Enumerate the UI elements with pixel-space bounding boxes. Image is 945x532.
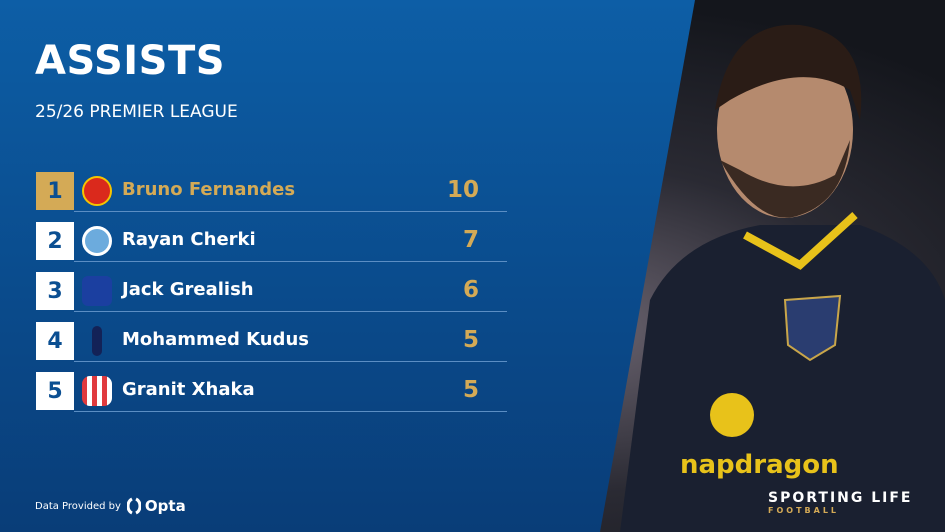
svg-text:napdragon: napdragon [680,450,839,480]
list-item: 4 Mohammed Kudus 5 [36,322,507,362]
manchester-city-crest-icon [82,226,112,256]
page-subtitle: 25/26 PREMIER LEAGUE [35,102,238,122]
sunderland-crest-icon [82,376,112,406]
tottenham-crest-icon [92,326,102,356]
list-item: 1 Bruno Fernandes 10 [36,172,507,212]
assist-count: 6 [462,277,479,303]
player-name: Jack Grealish [122,279,254,300]
divider [74,261,507,262]
divider [74,411,507,412]
credit-label: Data Provided by [35,500,121,512]
list-item: 2 Rayan Cherki 7 [36,222,507,262]
list-item: 5 Granit Xhaka 5 [36,372,507,412]
rank-badge: 5 [36,372,74,410]
brand-logo: SPORTING LIFE [768,490,913,506]
opta-logo: Opta [126,497,186,515]
rank-badge: 3 [36,272,74,310]
list-item: 3 Jack Grealish 6 [36,272,507,312]
page-title: ASSISTS [35,38,226,84]
assist-count: 7 [462,227,479,253]
assist-count: 10 [446,177,479,203]
player-name: Mohammed Kudus [122,329,309,350]
player-name: Granit Xhaka [122,379,255,400]
divider [74,311,507,312]
opta-icon [126,497,141,515]
divider [74,211,507,212]
assist-count: 5 [462,377,479,403]
player-name: Bruno Fernandes [122,179,296,200]
data-credit: Data Provided by Opta [35,497,186,515]
everton-crest-icon [82,276,112,306]
divider [74,361,507,362]
manchester-united-crest-icon [82,176,112,206]
brand-sub: FOOTBALL [768,506,840,515]
rank-badge: 1 [36,172,74,210]
rank-badge: 2 [36,222,74,260]
rank-badge: 4 [36,322,74,360]
assist-count: 5 [462,327,479,353]
provider-name: Opta [144,497,186,515]
player-name: Rayan Cherki [122,229,256,250]
